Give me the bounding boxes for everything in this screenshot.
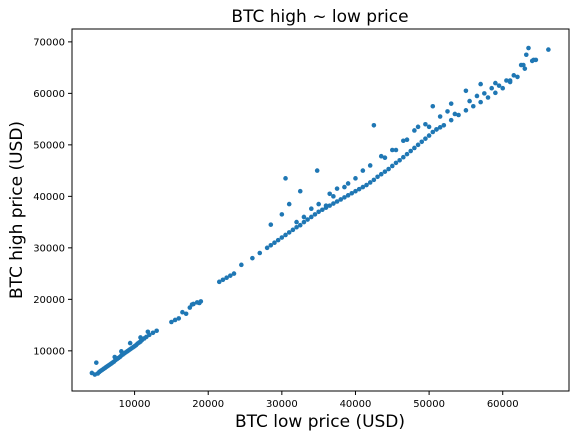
data-point [397, 158, 402, 163]
data-point [197, 301, 202, 306]
data-point [119, 349, 124, 354]
data-point [298, 223, 303, 228]
data-point [511, 73, 516, 78]
data-point [316, 202, 321, 207]
data-point [324, 203, 329, 208]
data-point [416, 125, 421, 130]
data-point [368, 163, 373, 168]
data-point [493, 81, 498, 86]
data-point [283, 176, 288, 181]
data-point [486, 95, 491, 100]
data-point [419, 139, 424, 144]
y-tick-label: 10000 [33, 346, 65, 357]
data-point [489, 86, 494, 91]
data-point [280, 212, 285, 217]
x-tick-label: 20000 [192, 399, 224, 410]
data-point [390, 164, 395, 169]
data-point [327, 191, 332, 196]
data-point [464, 88, 469, 93]
data-point [294, 220, 299, 225]
data-point [471, 104, 476, 109]
x-axis-label: BTC low price (USD) [235, 412, 405, 432]
data-point [342, 185, 347, 190]
x-tick-label: 30000 [266, 399, 298, 410]
data-point [475, 94, 480, 99]
y-tick-label: 60000 [33, 89, 65, 100]
data-point [405, 137, 410, 142]
data-point [383, 155, 388, 160]
data-point [112, 355, 117, 360]
data-point [416, 143, 421, 148]
data-point [464, 108, 469, 113]
x-tick-label: 40000 [340, 399, 372, 410]
data-point [493, 91, 498, 96]
y-tick-label: 20000 [33, 295, 65, 306]
data-point [346, 181, 351, 186]
chart-title: BTC high ~ low price [231, 7, 408, 27]
data-point [467, 99, 472, 104]
data-point [430, 104, 435, 109]
data-point [408, 149, 413, 154]
data-point [309, 206, 314, 211]
data-point [412, 128, 417, 133]
data-point [449, 101, 454, 106]
data-point [315, 168, 320, 173]
x-tick-label: 10000 [119, 399, 151, 410]
data-point [269, 222, 274, 227]
y-tick-label: 40000 [33, 192, 65, 203]
data-point [423, 136, 428, 141]
data-point [386, 167, 391, 172]
data-point [438, 114, 443, 119]
data-point [335, 186, 340, 191]
y-tick-label: 50000 [33, 140, 65, 151]
data-point [94, 360, 99, 365]
data-point [526, 46, 531, 51]
data-point [394, 148, 399, 153]
data-point [478, 82, 483, 87]
data-point [239, 263, 244, 268]
data-point [521, 63, 526, 68]
data-point [250, 256, 255, 261]
data-point [372, 178, 377, 183]
data-point [412, 146, 417, 151]
data-point [508, 78, 513, 83]
data-point [361, 168, 366, 173]
x-tick-label: 60000 [487, 399, 519, 410]
data-point [531, 58, 536, 63]
data-point [372, 123, 377, 128]
data-point [445, 109, 450, 114]
data-point [453, 112, 458, 117]
data-point [302, 215, 307, 220]
data-point [478, 100, 483, 105]
y-tick-label: 70000 [33, 37, 65, 48]
data-point [180, 310, 185, 315]
data-point [401, 155, 406, 160]
data-point [449, 118, 454, 123]
data-point [442, 123, 447, 128]
data-point [427, 133, 432, 138]
x-axis-ticks: 10000 20000 30000 40000 50000 60000 [119, 391, 519, 410]
data-point [257, 251, 262, 256]
data-point [154, 328, 159, 333]
data-point [138, 335, 143, 340]
data-point [232, 271, 237, 276]
data-point [405, 152, 410, 157]
y-axis-label: BTC high price (USD) [7, 121, 27, 299]
data-point [482, 91, 487, 96]
data-point [128, 341, 133, 346]
data-point [353, 176, 358, 181]
data-point [546, 47, 551, 52]
data-point [146, 329, 151, 334]
data-point [434, 127, 439, 132]
data-point [524, 52, 529, 57]
y-tick-label: 30000 [33, 243, 65, 254]
data-point [190, 302, 195, 307]
x-tick-label: 50000 [413, 399, 445, 410]
data-point [298, 189, 303, 194]
y-axis-ticks: 10000 20000 30000 40000 50000 60000 70000 [33, 37, 72, 357]
data-point [173, 318, 178, 323]
data-point [427, 125, 432, 130]
data-point [287, 202, 292, 207]
